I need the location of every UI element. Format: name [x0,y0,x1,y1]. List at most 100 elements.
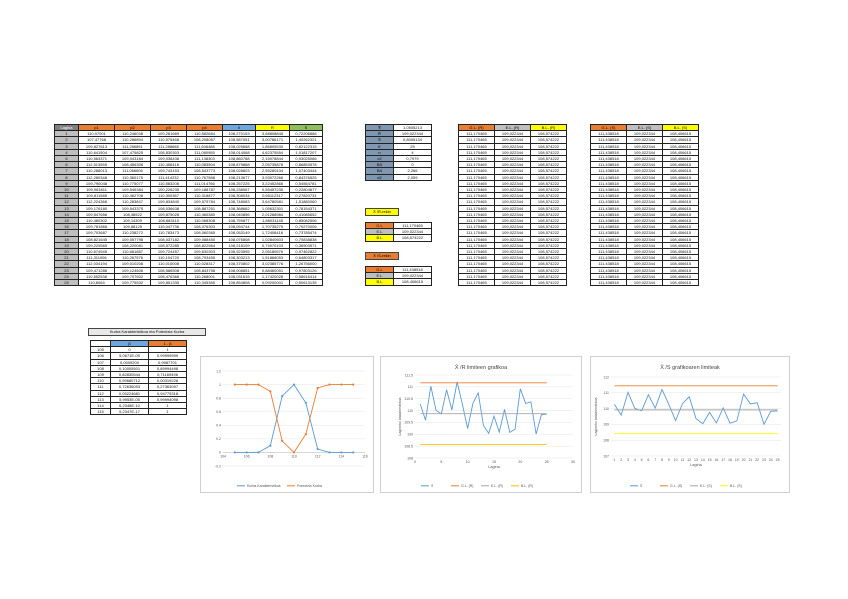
limit-row: 111,170465 109,022344 108,574222 [458,204,567,212]
limit-row: 111,170465 109,022344 108,574222 [458,186,567,194]
data-point [257,451,260,454]
y-tick-label: 108.5 [404,444,413,448]
table-cell: 110,8064 [78,279,115,287]
legend-entry: X̄ [640,483,643,488]
curve-cell: 1 [148,402,187,410]
x-axis-label: Lagina [488,465,500,469]
x-tick-label: 15 [708,458,712,462]
xbar-s-svg: X̄ /S grafikoaren limiteak11211111010910… [594,364,781,488]
summary-row: x̿ 1,0505213 [365,123,432,132]
data-point [257,383,260,386]
data-point [352,383,355,386]
table-cell: 0,72206886 [289,130,323,138]
x-tick-label: 17 [721,458,725,462]
limit-value: 108,406615 [662,235,699,243]
limit-value: 108,574222 [530,254,567,262]
limit-row: 111,170465 109,022344 108,574222 [458,198,567,206]
limits-s-table: G.L 111,438518 E.L 109,022344 B.L 108,406615 [365,265,432,286]
data-point [316,386,319,390]
data-point [281,439,284,442]
x-tick-label: 12 [687,458,691,462]
x-tick-label: 19 [735,458,739,462]
limit-row: G.L 111,170465 [365,221,432,230]
legend-entry: X̄ [431,483,434,488]
table-cell: 0,85082506 [289,217,323,225]
table-cell: 0,54564781 [289,179,323,188]
table-row: 14 109,547656 108,38522 109,875028 110,46038… [54,210,323,219]
limit-value: 108,406615 [662,210,699,219]
limit-row: 111,438518 109,022344 108,406615 [590,136,699,144]
limit-row: 111,438518 109,022344 108,406615 [590,142,699,150]
data-point [292,383,296,386]
data-point [245,383,248,386]
limit-value: 108,406615 [393,278,432,286]
summary-row: R̄ 109,022344 [365,130,432,138]
table-cell: 0,50613135 [289,279,323,287]
curve-cell: 0,00319228 [148,377,187,385]
limit-value: 108,406615 [662,241,699,250]
limit-row: 111,170465 109,022344 108,574222 [458,260,567,268]
table-row: 18 108,821645 109,057798 108,037182 109,0884… [54,235,323,243]
limit-label: B.L [365,278,394,286]
limit-row: 111,170465 109,022344 108,574222 [458,173,567,181]
x-tick-label: 8 [661,458,663,462]
s-limit-table: G.L. (S) E.L. (S) B.L. (S) 111,438518 109,0… [590,123,699,287]
summary-row: d2 2,059 [365,173,432,181]
r-limit-table: G.L. (R) E.L. (R) B.L. (R) 111,170465 109,0… [458,123,567,287]
limit-value: 108,406615 [662,186,699,194]
s-limit-header: G.L. (S) E.L. (S) B.L. (S) [590,123,699,132]
table-cell: 0,22804877 [289,186,323,194]
limit-value: 111,170465 [458,279,495,287]
curve-row: 112 0,05224681 0,94775318 [90,389,187,397]
limit-value: 108,406615 [662,204,699,212]
limit-row: 111,438518 109,022344 108,406615 [590,210,699,219]
table-row: 23 109,471286 109,124606 108,586508 108,8437… [54,266,323,274]
limit-row: 111,438518 109,022344 108,406615 [590,179,699,188]
limit-value: 108,574222 [530,154,567,163]
curve-cell: 5,2347E-17 [110,408,149,416]
data-point [352,451,355,454]
table-cell: 0,58616414 [289,272,323,281]
x-tick-label: 112 [315,454,321,458]
x-tick-label: 23 [762,458,766,462]
limit-value: 108,406615 [662,229,699,237]
limit-value: 108,406615 [662,154,699,163]
limit-value: 109,022344 [393,272,432,280]
curve-row: 115 5,2347E-17 1 [90,408,187,416]
y-tick-label: 0.4 [216,424,221,428]
limit-value: 108,574222 [530,179,567,188]
x-tick-label: 21 [748,458,752,462]
limit-row: 111,438518 109,022344 108,406615 [590,248,699,256]
limit-value: 111,170465 [393,221,432,230]
legend-entry: E.L. (S) [700,484,712,488]
limit-value: 108,406615 [662,260,699,268]
data-point [304,401,307,404]
y-tick-label: 0.8 [216,396,221,400]
limit-value: 108,406615 [662,136,699,144]
limit-row: 111,438518 109,022344 108,406615 [590,229,699,237]
limit-value: 108,406615 [662,130,699,138]
limit-row: 111,438518 109,022344 108,406615 [590,173,699,181]
limit-value: 108,574222 [530,142,567,150]
limit-row: 111,438518 109,022344 108,406615 [590,223,699,231]
curve-cell: 0,99999999 [148,352,187,360]
curve-cell: 0,71169496 [148,370,187,379]
limit-row: 111,438518 109,022344 108,406615 [590,186,699,194]
y-axis-label: Lagineko batazbestekoa [594,397,598,435]
table-row: 21 111,311006 110,267576 110,104720 108,7934… [54,254,323,262]
table-cell: 0,97803126 [289,266,323,274]
summary-value: 2,266 [393,167,432,175]
table-cell: 0,82122315 [289,142,323,150]
x-tick-label: 11 [681,458,685,462]
limit-row: 111,438518 109,022344 108,406615 [590,204,699,212]
limit-value: 108,574222 [530,248,567,256]
limit-row: 111,170465 109,022344 108,574222 [458,235,567,243]
limit-value: 108,574222 [530,229,567,237]
limit-value: 109,022344 [393,228,432,236]
curve-cell: 1 [148,346,187,354]
limit-value: 108,406615 [662,142,699,150]
limit-row: 111,438518 109,022344 108,406615 [590,266,699,274]
table-cell: 0,09200001 [255,279,290,287]
